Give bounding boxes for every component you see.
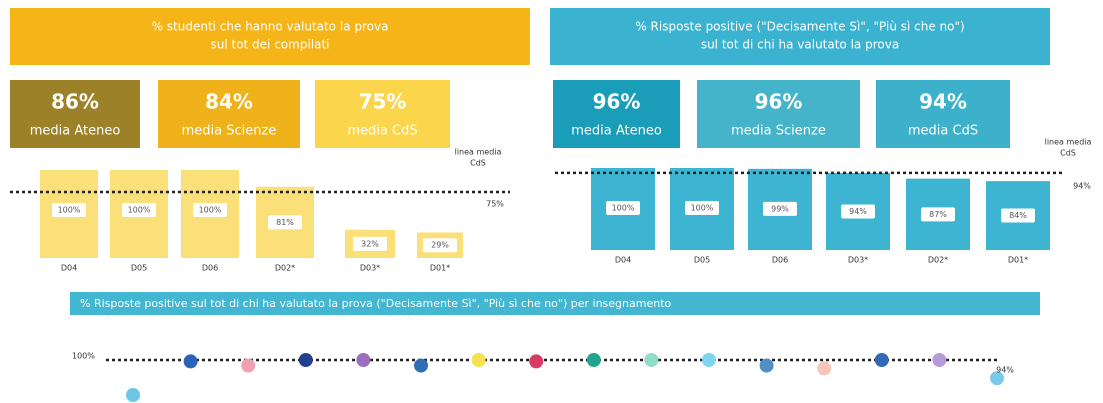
summary-value: 75% [359, 90, 407, 114]
bar-label-box [841, 204, 875, 219]
bar-label-box [122, 203, 156, 217]
summary-box [697, 80, 860, 148]
summary-value: 86% [51, 90, 99, 114]
x-tick-label: D05 [694, 256, 710, 265]
bar-label: 94% [849, 207, 867, 216]
summary-label: media CdS [908, 124, 978, 139]
x-tick-label: D02* [928, 256, 948, 265]
title-box [550, 8, 1050, 65]
y-tick-label: 100% [72, 352, 95, 361]
x-tick-label: D05 [131, 264, 147, 273]
x-tick-label: D01* [1008, 256, 1028, 265]
bar-label: 32% [361, 239, 379, 248]
summary-box [10, 80, 140, 148]
summary-label: media Ateneo [571, 124, 662, 139]
chart-title: sul tot dei compilati [210, 38, 329, 52]
bar-label: 100% [612, 204, 635, 213]
title-box [70, 292, 1040, 315]
summary-label: media Scienze [182, 124, 277, 139]
chart-title: % studenti che hanno valutato la prova [152, 20, 389, 34]
x-tick-label: D03* [848, 256, 868, 265]
mean-label: 94% [1073, 182, 1091, 191]
chart-title: % Risposte positive ("Decisamente Sì", "… [635, 20, 964, 34]
mean-line-label: linea media [455, 148, 502, 157]
bar-label: 84% [1009, 211, 1027, 220]
mean-line-label: linea media [1045, 138, 1092, 147]
dot [298, 353, 313, 367]
summary-value: 84% [205, 90, 253, 114]
bar-label-box [921, 207, 955, 222]
bar-label: 100% [58, 206, 81, 215]
summary-label: media CdS [347, 124, 417, 139]
bar-label: 100% [128, 206, 151, 215]
x-tick-label: D06 [202, 264, 218, 273]
summary-value: 94% [919, 90, 967, 114]
summary-label: media Scienze [731, 124, 826, 139]
mean-line-label: CdS [1060, 149, 1076, 158]
dot [759, 358, 774, 373]
dot [241, 358, 256, 373]
mean-line-label: CdS [470, 159, 486, 168]
bar-label-box [423, 238, 457, 253]
bar-label-box [268, 215, 302, 230]
dot [586, 353, 601, 367]
bar-label: 29% [431, 241, 449, 250]
dot [644, 353, 659, 367]
chart-title: % Risposte positive sul tot di chi ha va… [80, 297, 672, 310]
bar-label: 100% [199, 206, 222, 215]
mean-label: 75% [486, 200, 504, 209]
x-tick-label: D02* [275, 264, 295, 273]
summary-label: media Ateneo [30, 124, 121, 139]
x-tick-label: D04 [61, 264, 77, 273]
dot [126, 388, 140, 402]
x-tick-label: D03* [360, 264, 380, 273]
bar-label: 87% [929, 210, 947, 219]
dot [414, 358, 428, 373]
dot [702, 353, 716, 367]
dot [932, 353, 947, 367]
bar-label-box [353, 236, 387, 251]
annotation: 94% [996, 366, 1014, 375]
dot [990, 371, 1004, 386]
chart-title: sul tot di chi ha valutato la prova [701, 38, 899, 52]
bar-label: 99% [771, 204, 789, 213]
x-tick-label: D01* [430, 264, 450, 273]
bar-label-box [685, 201, 719, 215]
summary-box [876, 80, 1010, 148]
dot [356, 353, 371, 367]
summary-box [158, 80, 300, 148]
summary-value: 96% [593, 90, 641, 114]
bar-label-box [606, 201, 640, 215]
summary-box [553, 80, 680, 148]
title-box [10, 8, 530, 65]
bar-label: 81% [276, 218, 294, 227]
bar-label-box [52, 203, 86, 217]
bar-label-box [193, 203, 227, 217]
dot [817, 361, 832, 376]
dot [471, 353, 486, 367]
dot [529, 354, 544, 369]
bar-label-box [1001, 208, 1035, 223]
x-tick-label: D06 [772, 256, 788, 265]
summary-box [315, 80, 450, 148]
summary-value: 96% [755, 90, 803, 114]
bar-label-box [763, 201, 797, 216]
bar-label: 100% [691, 204, 714, 213]
x-tick-label: D04 [615, 256, 631, 265]
dot [874, 353, 889, 367]
dot [183, 354, 198, 369]
